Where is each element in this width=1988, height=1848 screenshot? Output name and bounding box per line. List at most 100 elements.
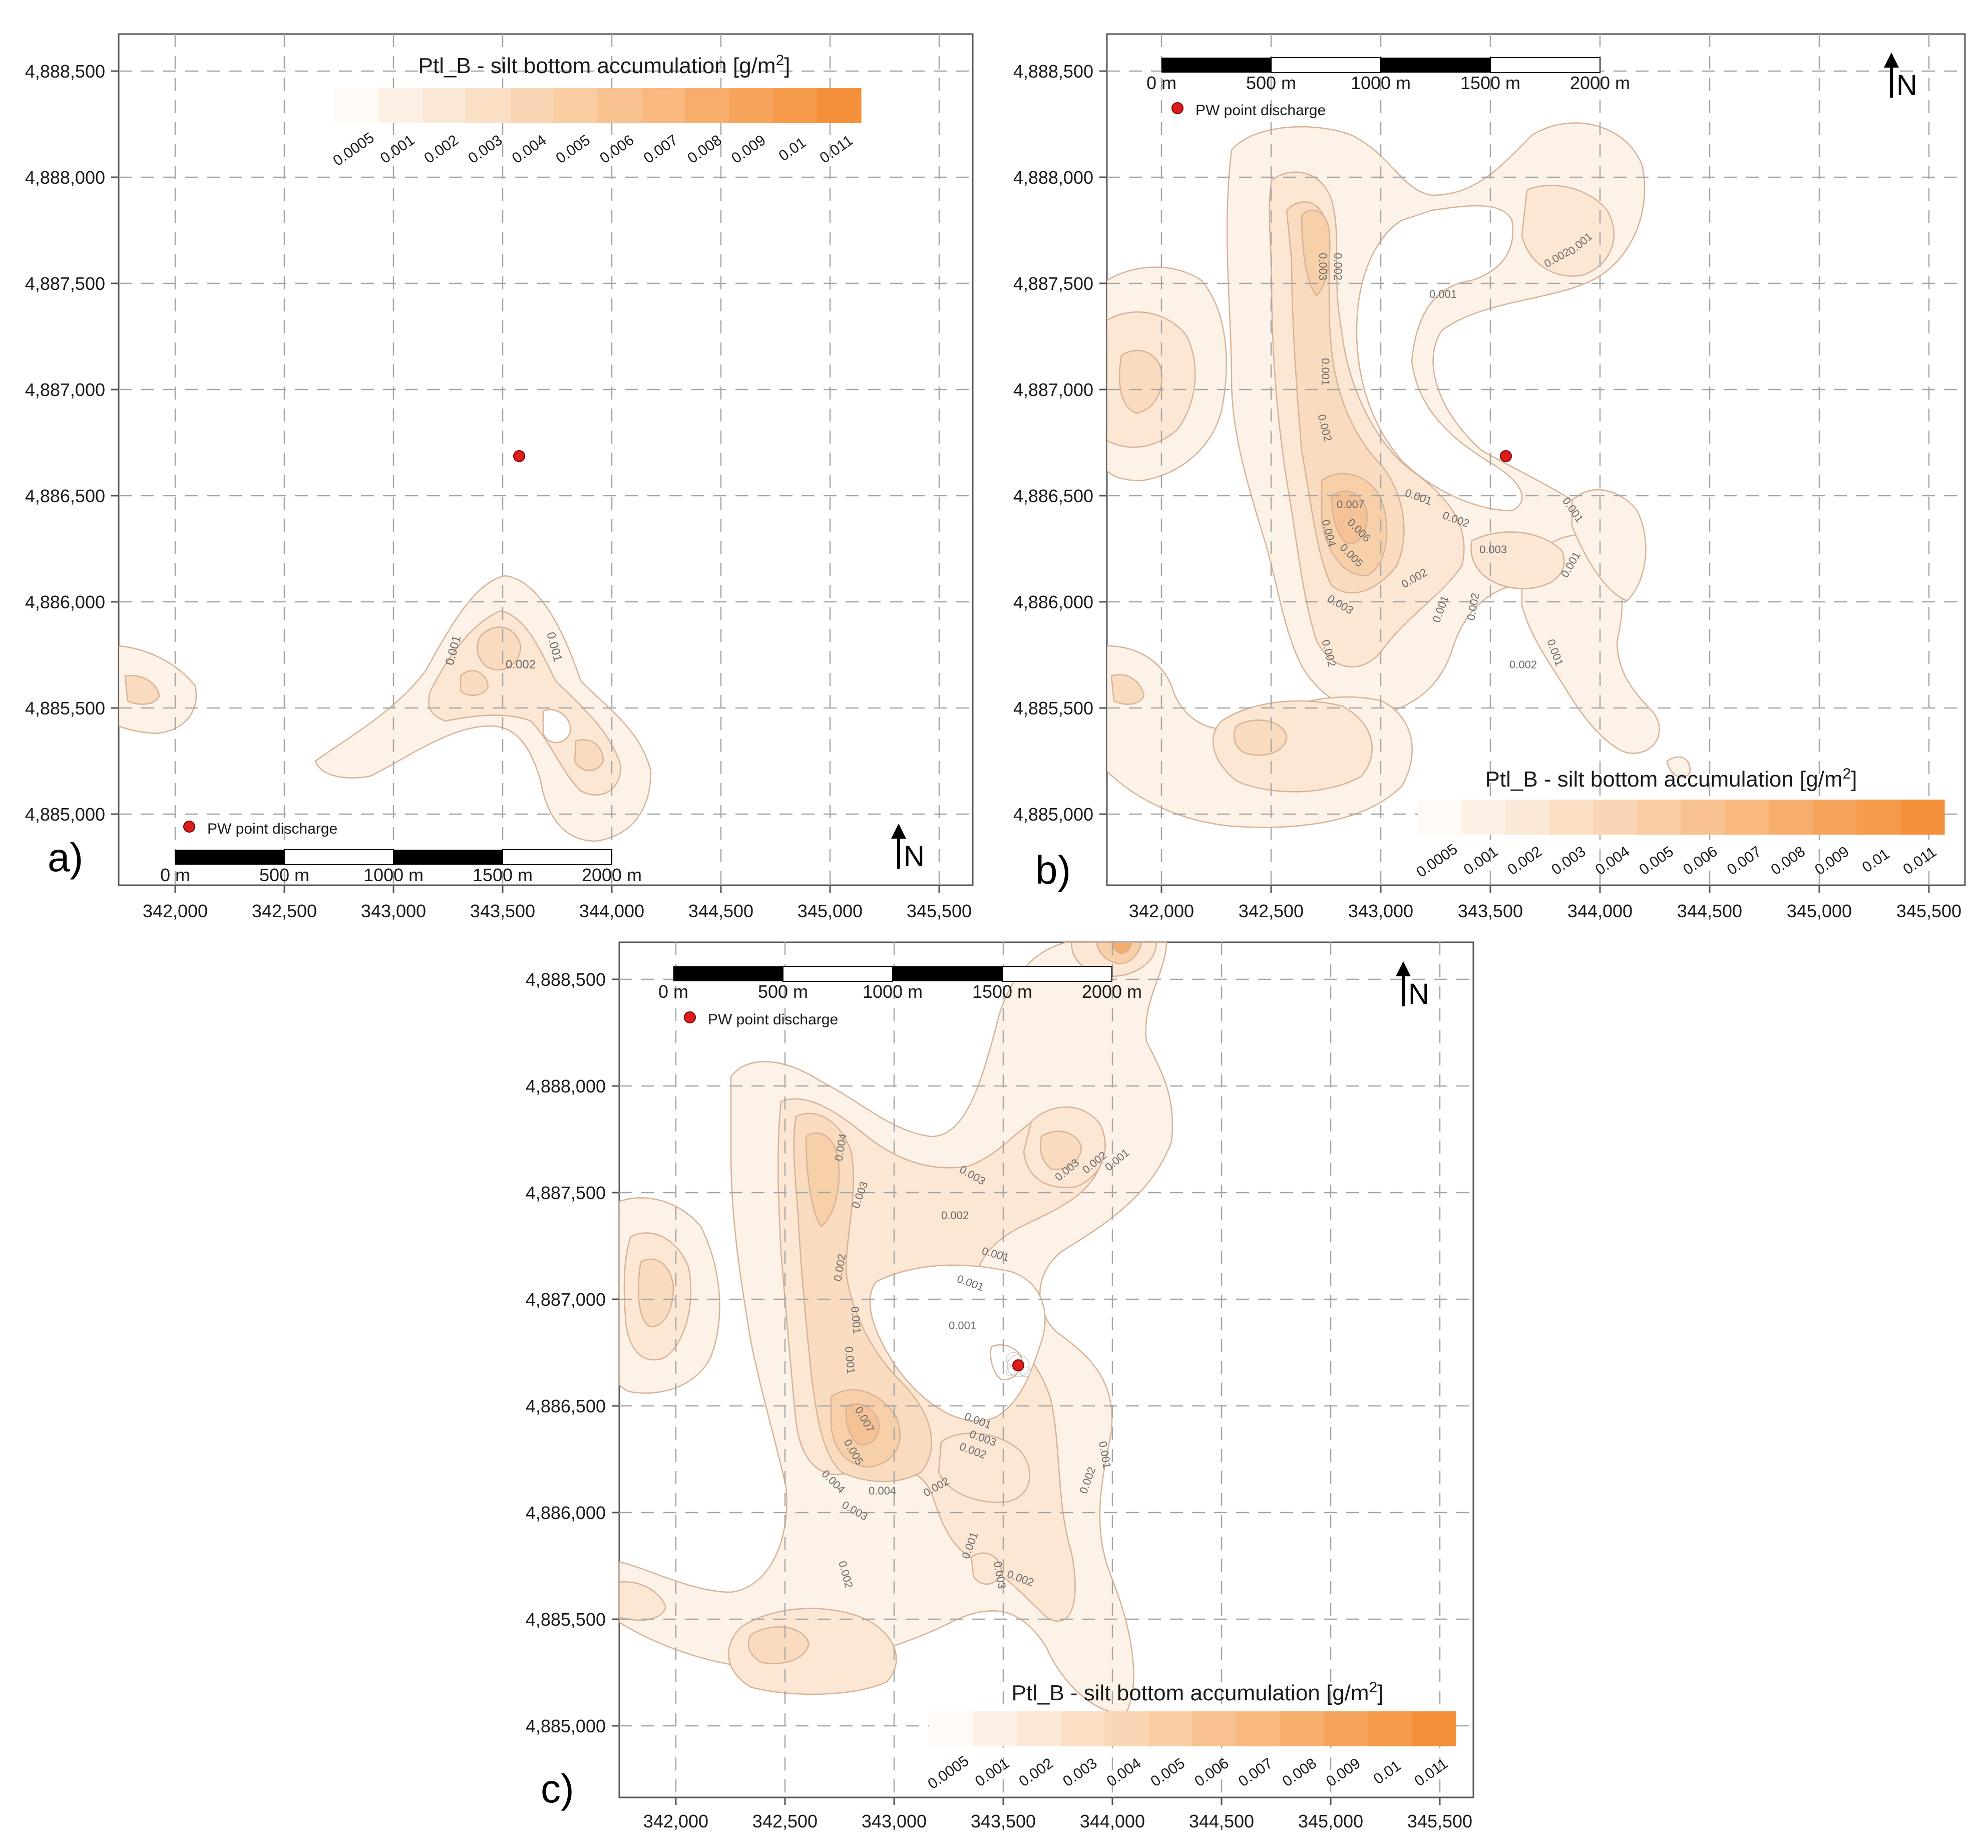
x-tick-label: 345,000 [798,901,863,921]
x-tick-label: 342,500 [252,901,317,921]
scale-label: 1000 m [1351,73,1411,93]
legend-swatch [773,88,818,123]
panel-a-grid [119,34,973,885]
y-tick-label: 4,886,000 [526,1503,606,1523]
discharge-legend-label: PW point discharge [1196,102,1326,119]
y-tick-label: 4,885,000 [1013,804,1093,825]
legend-swatch [554,88,598,123]
legend-swatch [334,88,379,123]
accumulation-area [1356,205,1523,512]
x-tick-label: 345,500 [907,901,972,921]
panel-c-y-axis: 4,888,500 4,888,000 4,887,500 4,887,000 … [526,969,606,1736]
accumulation-area [1233,719,1288,756]
near-field-contour-rings [1006,1352,1031,1377]
discharge-legend-label: PW point discharge [708,1011,838,1028]
accumulation-area [619,1581,667,1621]
legend-swatch [510,88,554,123]
contour-label: 0.001 [1429,288,1457,300]
legend-color-bar [1418,800,1945,835]
accumulation-area [124,674,160,705]
y-tick-label: 4,888,500 [526,969,606,990]
x-tick-label: 345,500 [1407,1811,1472,1831]
panel-c-map: 0.004 0.003 0.003 0.002 0.001 0.003 0.00… [619,942,1473,1797]
contour-label: 0.001 [849,1306,864,1334]
legend-swatch [1461,800,1506,835]
accumulation-area [1666,756,1691,778]
x-tick-label: 344,500 [688,901,753,921]
panel-b-scale-bar: 0 m 500 m 1000 m 1500 m 2000 m [1146,57,1630,93]
contour-label: 0.004 [869,1485,896,1497]
scale-label: 1500 m [473,865,533,885]
panel-a: 0.001 0.002 0.001 Ptl_B - silt bottom ac… [25,33,974,921]
y-tick-label: 4,888,000 [25,167,105,188]
discharge-point-marker [513,450,525,462]
contour-label: 0.001 [949,1319,976,1332]
contour-label: 0.003 [1479,543,1507,556]
legend-swatch [1192,1711,1237,1746]
y-tick-label: 4,888,500 [1013,61,1093,82]
y-tick-label: 4,886,500 [25,486,105,506]
x-tick-label: 344,500 [1189,1811,1254,1831]
legend-swatch [1637,800,1682,835]
panel-letter: c) [541,1766,574,1811]
panel-b-ticks [1099,70,1930,893]
scale-label: 0 m [658,981,688,1002]
panel-a-y-axis: 4,888,500 4,888,000 4,887,500 4,887,000 … [25,61,105,825]
panel-b: 0.003 0.002 0.001 0.002 0.001 0.001 0.00… [1013,33,1966,921]
y-tick-label: 4,885,500 [526,1609,606,1630]
panel-b-discharge: PW point discharge [1171,102,1512,462]
north-label: N [904,840,925,873]
panel-c: 0.004 0.003 0.003 0.002 0.001 0.003 0.00… [526,941,1474,1831]
x-tick-label: 343,000 [862,1811,927,1831]
legend-swatch [685,88,730,123]
y-tick-label: 4,886,500 [1013,486,1093,506]
x-tick-label: 343,000 [361,901,426,921]
panel-b-map: 0.003 0.002 0.001 0.002 0.001 0.001 0.00… [1107,34,1965,885]
scale-label: 1000 m [363,865,424,885]
contour-label: 0.001 [843,1346,858,1374]
scale-label: 1000 m [863,981,923,1002]
y-tick-label: 4,888,500 [25,61,105,82]
x-tick-label: 342,000 [643,1811,708,1831]
discharge-point-marker [1500,450,1512,462]
legend-swatch [729,88,774,123]
legend-swatch [1856,800,1901,835]
accumulation-area [428,610,622,796]
y-tick-label: 4,887,000 [526,1289,606,1310]
discharge-legend-marker [183,821,195,833]
scale-label: 0 m [160,865,190,885]
legend-title: Ptl_B - silt bottom accumulation [g/m2] [419,52,790,78]
accumulation-area [1039,1131,1082,1171]
scale-label: 2000 m [1082,981,1142,1002]
panel-letter: b) [1035,848,1071,892]
x-tick-label: 344,000 [1567,901,1633,921]
y-tick-label: 4,886,500 [526,1396,606,1416]
legend-swatch [1236,1711,1281,1746]
discharge-legend-marker [1171,102,1183,114]
legend-swatch [929,1711,974,1746]
accumulation-area [869,1264,1046,1422]
contour-label: 0.001 [1319,358,1332,386]
legend-swatch [1017,1711,1061,1746]
contour-label: 0.003 [1317,253,1329,280]
legend-color-bar [929,1711,1456,1746]
legend-swatch [1725,800,1769,835]
legend-swatch [1280,1711,1325,1746]
panel-b-contours [1107,122,1691,828]
legend-swatch [1593,800,1638,835]
contour-label: 0.002 [941,1209,969,1222]
x-tick-label: 344,000 [1080,1811,1145,1831]
legend-swatch [1368,1711,1412,1746]
y-tick-label: 4,885,000 [25,804,105,825]
panel-a-discharge: PW point discharge [183,450,525,837]
panel-c-contours [619,942,1173,1714]
legend-swatch [598,88,642,123]
north-label: N [1896,69,1917,102]
legend-title: Ptl_B - silt bottom accumulation [g/m2] [1485,766,1857,792]
scale-label: 2000 m [582,865,642,885]
legend-swatch [1681,800,1726,835]
contour-label: 0.002 [1332,253,1344,280]
legend-swatch [378,88,423,123]
discharge-point-marker [1012,1359,1024,1371]
